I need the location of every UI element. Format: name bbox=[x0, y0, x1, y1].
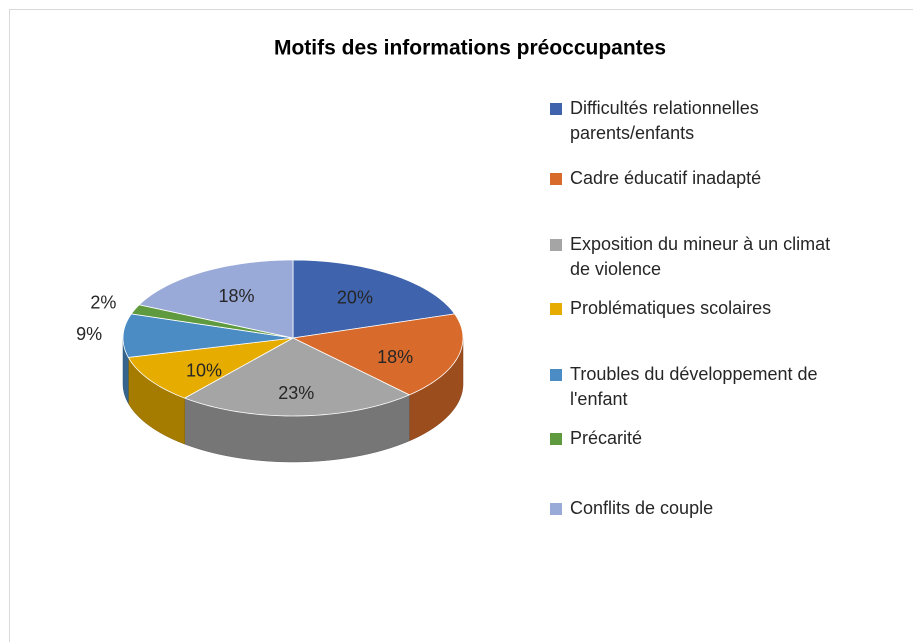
pie-labels: 20% 18% 23% 10% 9% 2% 18% bbox=[76, 286, 413, 403]
legend-swatch bbox=[550, 173, 562, 185]
data-label: 23% bbox=[278, 383, 314, 403]
legend-entry: Problématiques scolaires bbox=[550, 296, 850, 321]
slice bbox=[291, 313, 464, 396]
slice bbox=[183, 337, 411, 417]
data-label: 18% bbox=[377, 347, 413, 367]
legend-swatch bbox=[550, 239, 562, 251]
legend-label: Exposition du mineur à un climat de viol… bbox=[570, 234, 831, 279]
legend-label: Conflits de couple bbox=[570, 498, 714, 518]
data-label: 20% bbox=[337, 288, 373, 308]
pie-sides bbox=[122, 337, 464, 463]
legend-label: Difficultés relationnelles parents/enfan… bbox=[570, 98, 759, 143]
legend-label: Problématiques scolaires bbox=[570, 298, 772, 318]
data-label: 2% bbox=[90, 292, 116, 312]
legend-entry: Troubles du développement de l'enfant bbox=[550, 362, 850, 412]
legend-swatch bbox=[550, 433, 562, 445]
slice bbox=[122, 313, 294, 358]
legend-swatch bbox=[550, 103, 562, 115]
chart-title: Motifs des informations préoccupantes bbox=[274, 37, 666, 60]
legend-label: Cadre éducatif inadapté bbox=[570, 168, 762, 188]
legend-swatch bbox=[550, 303, 562, 315]
data-label: 18% bbox=[219, 286, 255, 306]
data-label: 10% bbox=[186, 361, 222, 381]
legend-entry: Cadre éducatif inadapté bbox=[550, 166, 850, 191]
legend-swatch bbox=[550, 369, 562, 381]
pie-tops bbox=[122, 259, 464, 417]
slice bbox=[127, 337, 294, 399]
legend-entry: Difficultés relationnelles parents/enfan… bbox=[550, 96, 850, 146]
legend-label: Troubles du développement de l'enfant bbox=[570, 364, 818, 409]
legend-entry: Conflits de couple bbox=[550, 496, 850, 521]
legend-swatch bbox=[550, 503, 562, 515]
legend-entry: Précarité bbox=[550, 426, 850, 451]
legend-entry: Exposition du mineur à un climat de viol… bbox=[550, 232, 850, 282]
data-label: 9% bbox=[76, 324, 102, 344]
slice bbox=[138, 259, 294, 339]
legend-label: Précarité bbox=[570, 428, 643, 448]
slice bbox=[130, 304, 294, 339]
slice bbox=[292, 259, 456, 339]
